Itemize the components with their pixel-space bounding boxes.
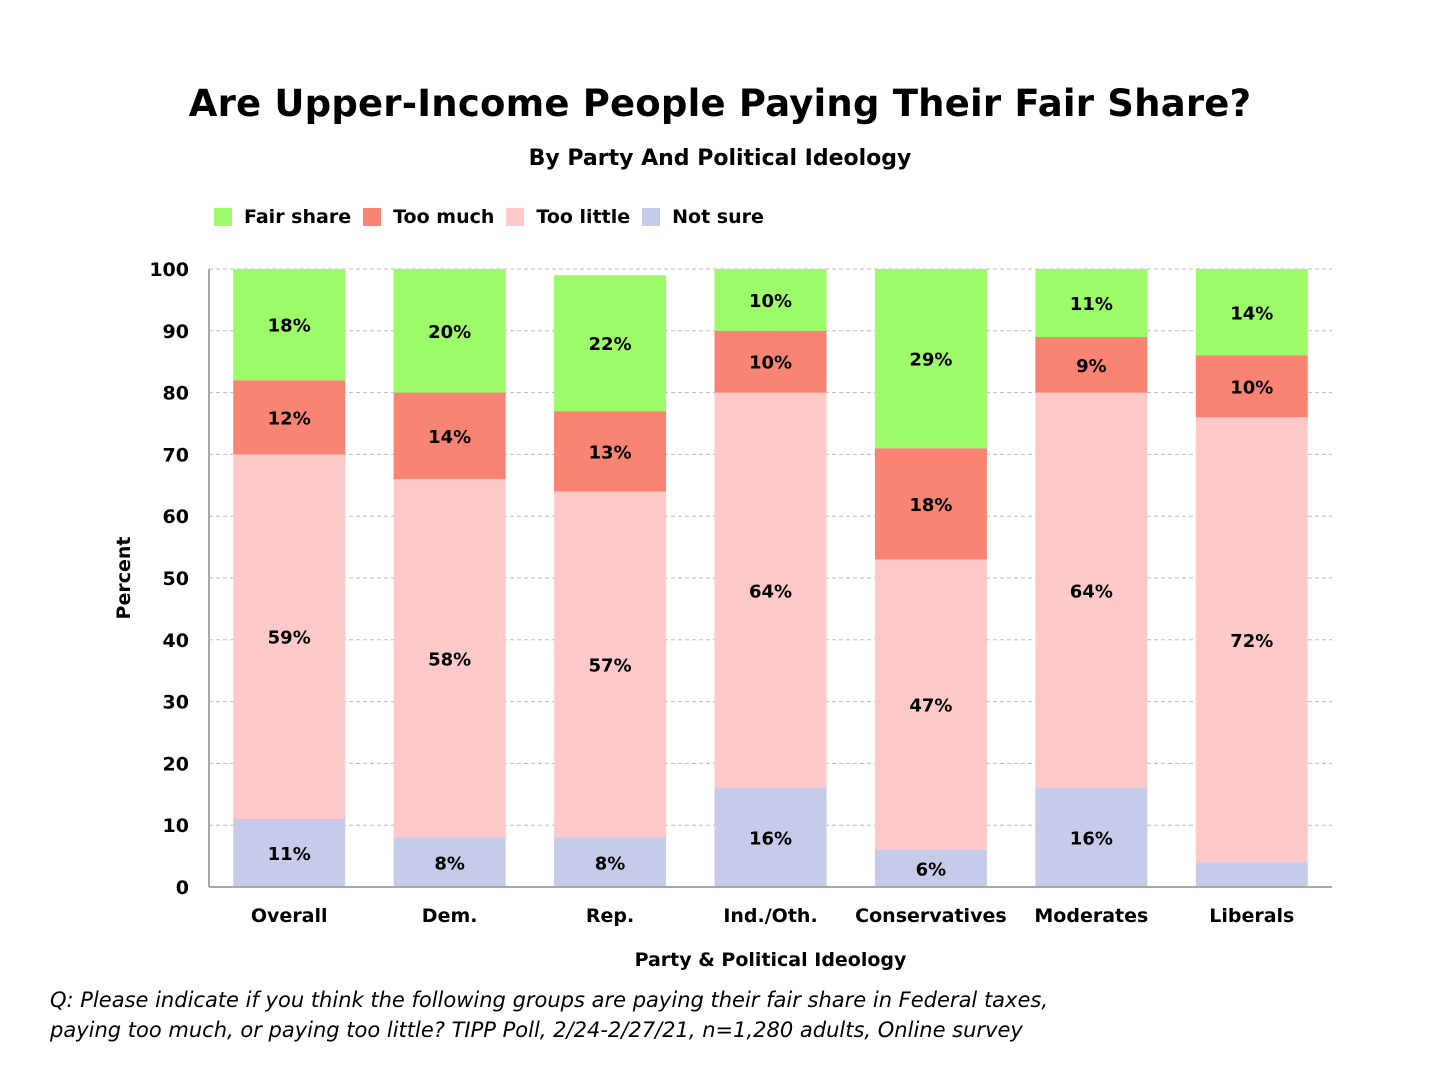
legend-swatch <box>363 208 382 226</box>
bar-segment-not-sure <box>554 837 667 887</box>
legend-label: Too much <box>393 206 495 228</box>
y-tick-label: 20 <box>163 753 189 775</box>
data-label: 16% <box>1070 829 1113 850</box>
bar-segment-too-little <box>874 559 987 850</box>
y-axis-title: Percent <box>113 537 135 620</box>
x-tick-label: Liberals <box>1209 905 1294 927</box>
y-tick-label: 10 <box>163 815 189 837</box>
data-label: 8% <box>595 853 626 874</box>
bar-segment-not-sure <box>233 819 346 887</box>
bar-segment-too-little <box>714 392 827 789</box>
y-tick-label: 60 <box>163 506 189 528</box>
bar-segment-too-much <box>714 330 827 393</box>
data-label: 64% <box>749 581 792 602</box>
y-tick-label: 100 <box>149 259 189 281</box>
legend-item-not-sure: Not sure <box>642 206 764 228</box>
bar-segment-too-much <box>554 411 667 492</box>
data-label: 8% <box>434 853 465 874</box>
x-axis-title: Party & Political Ideology <box>635 949 907 971</box>
bar-segment-fair-share <box>554 275 667 412</box>
y-tick-label: 30 <box>163 692 189 714</box>
bar-segment-fair-share <box>233 269 346 381</box>
data-label: 11% <box>1070 294 1113 315</box>
y-tick-label: 50 <box>163 568 189 590</box>
bar-segment-too-little <box>554 491 667 838</box>
legend-label: Too little <box>536 206 631 228</box>
data-label: 59% <box>268 628 311 649</box>
chart-subtitle: By Party And Political Ideology <box>528 146 912 171</box>
x-tick-label: Moderates <box>1034 905 1148 927</box>
legend-item-fair-share: Fair share <box>214 206 351 228</box>
y-tick-label: 70 <box>163 444 189 466</box>
data-label: 47% <box>909 696 952 717</box>
data-label: 6% <box>916 859 947 880</box>
bar-segment-fair-share <box>1195 269 1308 356</box>
survey-note-line-2: paying too much, or paying too little? T… <box>50 1018 1023 1042</box>
data-label: 64% <box>1070 581 1113 602</box>
bar-segment-not-sure <box>1195 862 1308 887</box>
bar-segment-too-much <box>1035 336 1148 393</box>
bar-segment-fair-share <box>393 269 506 393</box>
data-label: 18% <box>909 495 952 516</box>
data-label: 72% <box>1230 631 1273 652</box>
data-label: 18% <box>268 316 311 337</box>
data-label: 9% <box>1076 356 1107 377</box>
bar-segment-fair-share <box>1035 269 1148 337</box>
y-tick-label: 80 <box>163 383 189 405</box>
data-label: 14% <box>428 427 471 448</box>
x-tick-label: Overall <box>251 905 328 927</box>
data-label: 14% <box>1230 303 1273 324</box>
y-tick-label: 90 <box>163 321 189 343</box>
x-tick-label: Conservatives <box>855 905 1006 927</box>
legend-label: Not sure <box>672 206 764 228</box>
x-tick-label: Rep. <box>586 905 634 927</box>
data-label: 11% <box>268 844 311 865</box>
data-label: 16% <box>749 829 792 850</box>
bar-segment-not-sure <box>874 849 987 887</box>
x-tick-label: Ind./Oth. <box>723 905 817 927</box>
legend-label: Fair share <box>244 206 352 228</box>
legend-swatch <box>214 208 232 226</box>
bar-segment-too-little <box>1195 417 1308 863</box>
bar-segment-too-little <box>393 479 506 838</box>
data-label: 12% <box>268 408 311 429</box>
data-label: 10% <box>1230 377 1273 398</box>
legend-swatch <box>506 208 525 226</box>
data-label: 29% <box>909 350 952 371</box>
bar-segment-fair-share <box>714 269 827 331</box>
bar-segment-too-much <box>233 380 346 455</box>
bar-segment-fair-share <box>874 269 987 449</box>
data-label: 20% <box>428 322 471 343</box>
legend-item-too-little: Too little <box>506 206 630 228</box>
bar-segment-not-sure <box>1035 788 1148 887</box>
data-label: 58% <box>428 649 471 670</box>
bar-segment-too-much <box>1195 355 1308 418</box>
data-label: 13% <box>589 442 632 463</box>
legend-swatch <box>642 208 661 226</box>
bar-segment-not-sure <box>393 837 506 887</box>
chart-title: Are Upper-Income People Paying Their Fai… <box>188 82 1252 125</box>
y-tick-label: 40 <box>163 630 189 652</box>
bar-segment-too-much <box>874 448 987 560</box>
survey-note: Q: Please indicate if you think the foll… <box>50 985 1048 1045</box>
x-tick-label: Dem. <box>422 905 478 927</box>
bar-segment-too-little <box>1035 392 1148 789</box>
legend-item-too-much: Too much <box>363 206 494 228</box>
data-label: 22% <box>589 334 632 355</box>
bar-segment-not-sure <box>714 788 827 887</box>
data-label: 10% <box>749 291 792 312</box>
survey-note-line-1: Q: Please indicate if you think the foll… <box>50 988 1049 1012</box>
data-label: 10% <box>749 353 792 374</box>
bar-segment-too-little <box>233 454 346 820</box>
y-tick-label: 0 <box>176 877 189 899</box>
data-label: 57% <box>589 656 632 677</box>
legend: Fair share Too much Too little Not sure <box>214 206 776 228</box>
bar-segment-too-much <box>393 392 506 480</box>
